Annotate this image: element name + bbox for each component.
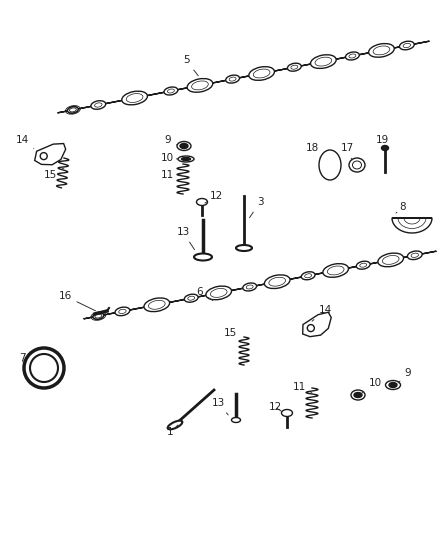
Ellipse shape <box>354 392 362 398</box>
Text: 15: 15 <box>43 168 64 180</box>
Ellipse shape <box>369 44 394 57</box>
Text: 12: 12 <box>268 402 282 412</box>
Ellipse shape <box>181 157 191 160</box>
Ellipse shape <box>301 272 315 280</box>
Ellipse shape <box>122 91 148 105</box>
Circle shape <box>40 152 47 159</box>
Text: 11: 11 <box>293 382 312 393</box>
Ellipse shape <box>197 198 208 206</box>
Text: 3: 3 <box>250 197 263 217</box>
Ellipse shape <box>144 298 170 312</box>
Text: 12: 12 <box>205 191 223 203</box>
Text: 8: 8 <box>396 202 406 213</box>
Ellipse shape <box>381 146 389 150</box>
Ellipse shape <box>356 261 370 269</box>
Ellipse shape <box>249 67 275 80</box>
Ellipse shape <box>265 275 290 288</box>
Text: 19: 19 <box>375 135 389 148</box>
Ellipse shape <box>353 161 361 169</box>
Text: 14: 14 <box>15 135 34 148</box>
Ellipse shape <box>243 283 257 291</box>
Text: 7: 7 <box>19 353 25 363</box>
Ellipse shape <box>389 383 397 387</box>
Ellipse shape <box>206 286 232 300</box>
Text: 9: 9 <box>165 135 177 145</box>
Ellipse shape <box>168 421 182 430</box>
Text: 15: 15 <box>223 328 242 340</box>
Ellipse shape <box>184 294 198 302</box>
Text: 6: 6 <box>197 287 213 301</box>
Ellipse shape <box>91 101 106 109</box>
Text: 5: 5 <box>183 55 198 76</box>
Text: 13: 13 <box>212 398 228 415</box>
Ellipse shape <box>30 354 58 382</box>
Ellipse shape <box>349 158 365 172</box>
Ellipse shape <box>236 245 252 251</box>
Text: 9: 9 <box>398 368 411 383</box>
Ellipse shape <box>311 55 336 68</box>
Ellipse shape <box>287 63 301 71</box>
Ellipse shape <box>351 390 365 400</box>
Text: 14: 14 <box>312 305 332 321</box>
Ellipse shape <box>187 78 213 92</box>
Ellipse shape <box>378 253 403 266</box>
Text: 10: 10 <box>160 153 178 163</box>
Polygon shape <box>84 251 436 319</box>
Text: 11: 11 <box>160 170 181 180</box>
Ellipse shape <box>232 417 240 423</box>
Ellipse shape <box>226 75 240 83</box>
Ellipse shape <box>319 150 341 180</box>
Text: 13: 13 <box>177 227 194 249</box>
Ellipse shape <box>282 409 293 416</box>
Polygon shape <box>35 143 66 165</box>
Ellipse shape <box>180 143 188 149</box>
Text: 16: 16 <box>58 291 95 311</box>
Ellipse shape <box>67 107 78 114</box>
Polygon shape <box>57 41 429 113</box>
Ellipse shape <box>164 87 178 95</box>
Ellipse shape <box>399 41 414 50</box>
Text: 17: 17 <box>340 143 353 160</box>
Text: 18: 18 <box>305 143 320 158</box>
Ellipse shape <box>407 251 422 260</box>
Ellipse shape <box>93 313 104 319</box>
Text: 1: 1 <box>167 425 178 437</box>
Ellipse shape <box>323 264 349 277</box>
Text: 10: 10 <box>362 378 381 393</box>
Circle shape <box>307 325 314 332</box>
Polygon shape <box>303 312 331 337</box>
Ellipse shape <box>24 348 64 388</box>
Ellipse shape <box>346 52 359 60</box>
Ellipse shape <box>178 156 194 162</box>
Ellipse shape <box>177 141 191 150</box>
Ellipse shape <box>385 381 400 390</box>
Ellipse shape <box>194 254 212 261</box>
Polygon shape <box>392 218 432 233</box>
Ellipse shape <box>115 307 130 316</box>
